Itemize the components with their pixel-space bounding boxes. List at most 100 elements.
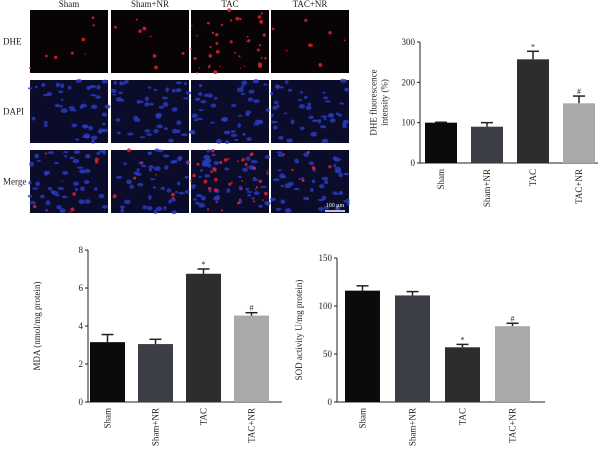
dhe-signal: [213, 188, 218, 193]
nucleus: [55, 82, 61, 88]
bar: [90, 342, 125, 402]
nucleus: [324, 180, 329, 185]
nucleus: [64, 155, 68, 158]
scale-bar-label: 100 μm: [326, 203, 345, 209]
bar: [186, 273, 221, 402]
nucleus: [263, 83, 268, 86]
nucleus: [96, 151, 101, 155]
dhe-signal: [253, 176, 255, 179]
dhe-signal: [211, 149, 215, 153]
dhe-signal: [223, 158, 228, 162]
nucleus: [260, 186, 267, 189]
dhe-signal: [114, 25, 117, 29]
nucleus: [171, 107, 178, 112]
dhe-signal: [246, 40, 248, 43]
x-tick-label: Sham+NR: [482, 169, 492, 207]
dhe-signal: [246, 35, 249, 38]
dhe-signal: [190, 180, 192, 182]
nucleus: [248, 89, 255, 94]
nucleus: [95, 95, 102, 99]
dhe-signal: [291, 168, 294, 172]
nucleus: [275, 84, 279, 89]
significance-mark: #: [250, 304, 254, 313]
y-tick-label: 6: [79, 283, 84, 293]
x-tick-label: TAC: [458, 408, 468, 425]
nucleus: [133, 171, 139, 175]
nucleus: [102, 122, 106, 126]
dhe-signal: [257, 62, 262, 67]
dhe-signal: [258, 179, 263, 184]
nucleus: [171, 88, 176, 93]
nucleus: [94, 187, 98, 191]
dhe-signal: [241, 179, 244, 182]
nucleus: [184, 176, 189, 179]
y-tick-label: 8: [79, 245, 84, 255]
nucleus: [97, 129, 103, 134]
dhe-signal: [266, 170, 269, 172]
micrograph: [271, 10, 349, 73]
dhe-signal: [302, 179, 305, 183]
nucleus: [338, 172, 343, 178]
nucleus: [104, 104, 111, 109]
nucleus: [305, 105, 312, 110]
nucleus: [284, 183, 292, 189]
bar: [563, 103, 595, 163]
nucleus: [176, 181, 181, 186]
nucleus: [278, 135, 284, 140]
nucleus: [72, 159, 80, 164]
dhe-signal: [72, 192, 76, 196]
nucleus: [240, 85, 245, 88]
nucleus: [320, 125, 327, 129]
nucleus: [129, 184, 134, 189]
nucleus: [200, 195, 206, 201]
nucleus: [31, 116, 36, 121]
dhe-signal: [307, 198, 309, 200]
nucleus: [237, 114, 243, 117]
nucleus: [155, 114, 162, 119]
dhe-signal: [192, 173, 196, 178]
dhe-signal: [126, 148, 131, 153]
dhe-signal: [203, 179, 208, 184]
bar: [471, 126, 503, 163]
dhe-signal: [227, 8, 232, 13]
nucleus: [241, 80, 248, 86]
nucleus: [193, 118, 199, 122]
nucleus: [47, 186, 53, 191]
nucleus: [27, 194, 33, 198]
x-tick-label: TAC+NR: [508, 408, 518, 443]
dhe-signal: [252, 200, 256, 203]
nucleus: [176, 120, 182, 126]
micrograph: [271, 80, 349, 143]
dhe-signal: [264, 191, 268, 196]
dhe-signal: [240, 67, 242, 69]
nucleus: [224, 140, 230, 144]
dhe-signal: [206, 208, 210, 211]
x-tick-label: TAC: [528, 169, 538, 186]
nucleus: [247, 193, 252, 197]
nucleus: [171, 128, 178, 134]
bar: [517, 59, 549, 163]
dhe-signal: [207, 186, 212, 191]
nucleus: [308, 161, 315, 166]
dhe-signal: [227, 157, 230, 160]
dhe-signal: [94, 157, 99, 162]
dhe-signal: [271, 27, 275, 31]
dhe-signal: [152, 54, 157, 58]
nucleus: [44, 208, 49, 212]
nucleus: [32, 187, 39, 190]
nucleus: [307, 102, 312, 107]
nucleus: [79, 169, 86, 174]
nucleus: [210, 121, 215, 124]
nucleus: [287, 88, 293, 92]
nucleus: [344, 87, 350, 92]
nucleus: [198, 175, 202, 178]
dhe-signal: [149, 35, 152, 38]
nucleus: [101, 205, 108, 209]
nucleus: [332, 192, 340, 195]
nucleus: [210, 103, 217, 108]
nucleus: [230, 133, 238, 137]
nucleus: [280, 199, 286, 204]
nucleus: [311, 119, 319, 123]
nucleus: [83, 135, 90, 139]
nucleus: [62, 195, 68, 199]
